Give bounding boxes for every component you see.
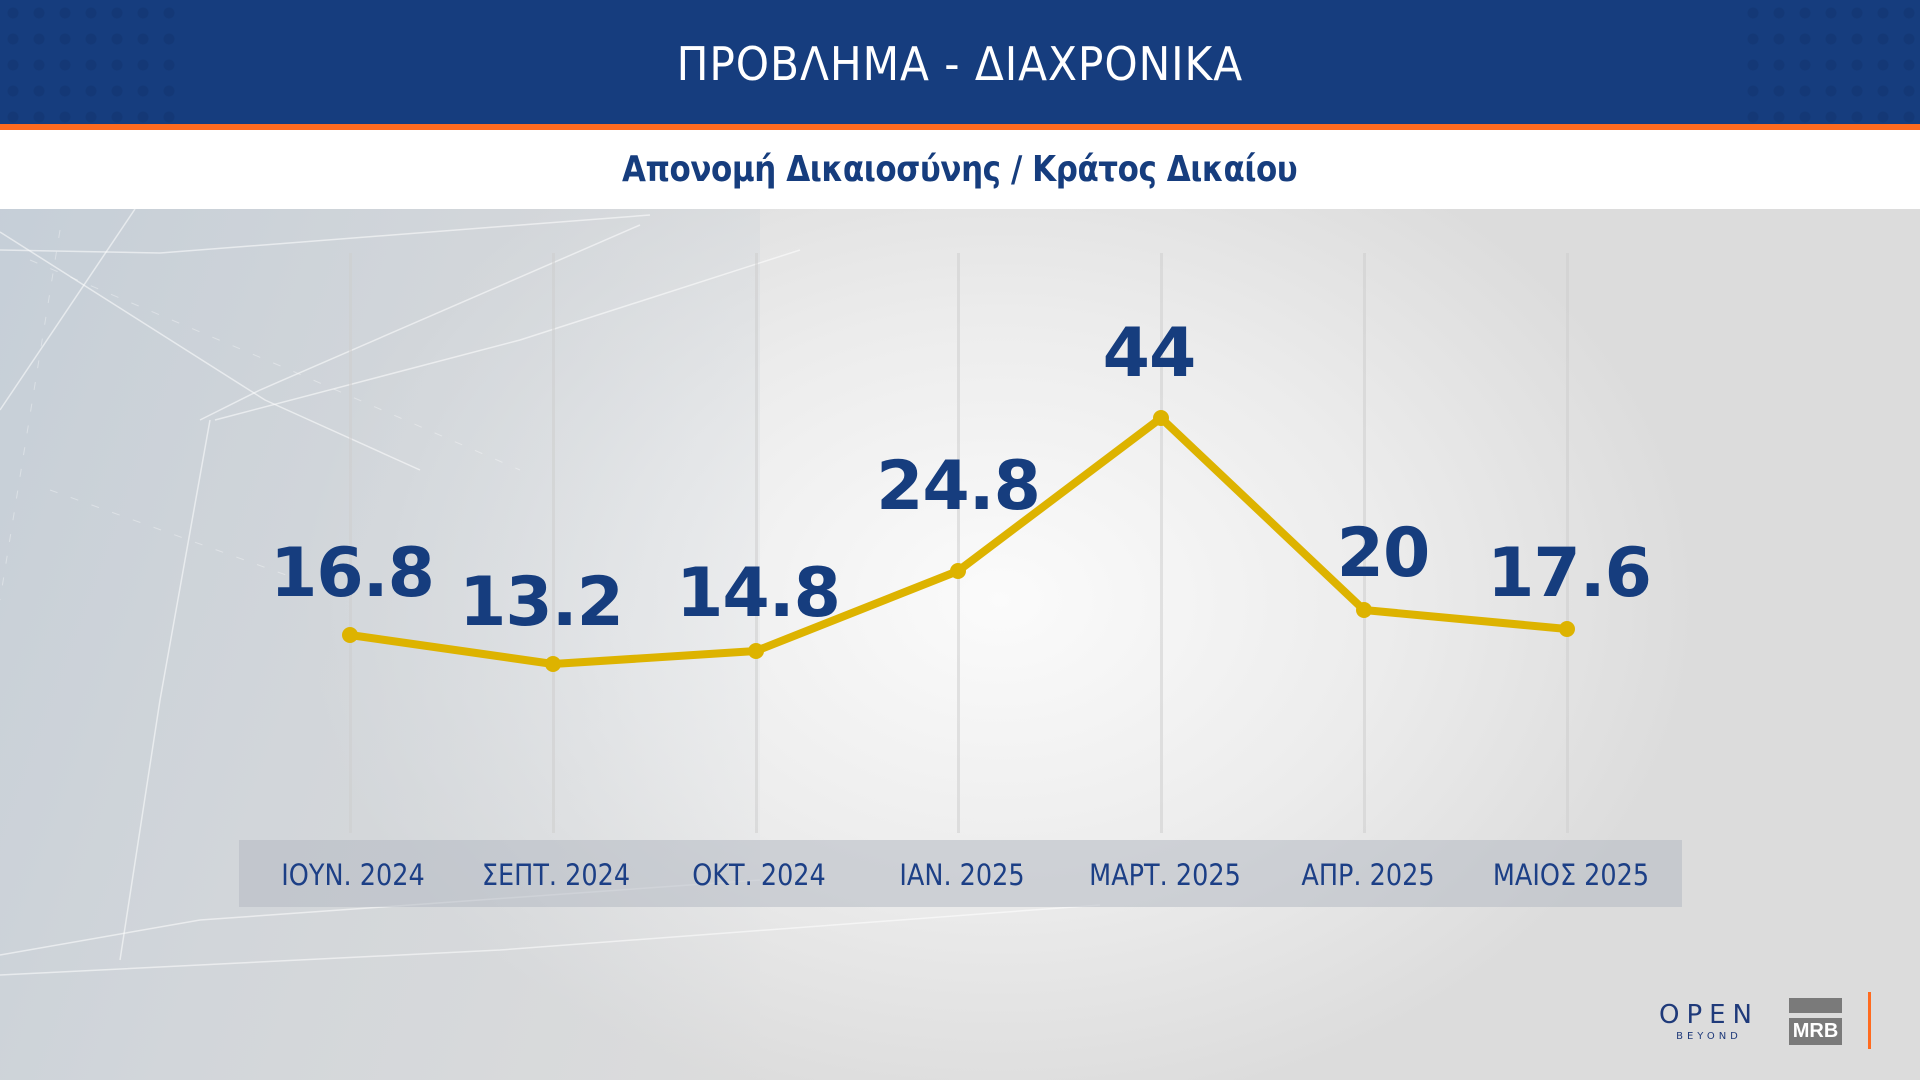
value-label: 20	[1336, 514, 1431, 593]
open-logo-tagline: BEYOND	[1676, 1031, 1742, 1042]
x-axis-label: ΟΚΤ. 2024	[692, 858, 826, 892]
value-label: 13.2	[459, 563, 624, 642]
x-axis-band	[239, 840, 1682, 907]
open-logo-text: OPEN	[1658, 1000, 1760, 1030]
header-bar: ΠΡΟΒΛΗΜΑ - ΔΙΑΧΡΟΝΙΚΑ	[0, 0, 1920, 124]
x-axis-label: ΜΑΙΟΣ 2025	[1492, 858, 1650, 892]
x-axis-label: ΙΟΥΝ. 2024	[281, 858, 425, 892]
open-beyond-logo: OPEN BEYOND	[1654, 1002, 1764, 1050]
gridline	[957, 253, 960, 833]
value-label: 17.6	[1487, 534, 1652, 613]
header-pattern-left	[0, 0, 180, 124]
gridline	[552, 253, 555, 833]
x-axis-label: ΜΑΡΤ. 2025	[1089, 858, 1241, 892]
value-label: 44	[1102, 314, 1197, 393]
mrb-logo: MRB	[1789, 998, 1842, 1048]
value-label: 14.8	[676, 554, 841, 633]
gridline	[755, 253, 758, 833]
chart-subtitle: Απονομή Δικαιοσύνης / Κράτος Δικαίου	[622, 149, 1298, 190]
x-axis-label: ΑΠΡ. 2025	[1301, 858, 1435, 892]
background-decoration	[0, 209, 1101, 976]
mrb-logo-text: MRB	[1789, 1018, 1842, 1045]
subheader-bar: Απονομή Δικαιοσύνης / Κράτος Δικαίου	[0, 130, 1920, 209]
x-axis-label: ΣΕΠΤ. 2024	[481, 858, 631, 892]
value-label: 16.8	[270, 534, 435, 613]
background-panel	[0, 209, 760, 1080]
footer-accent-rule	[1868, 992, 1871, 1049]
header-divider	[0, 124, 1920, 130]
page-title: ΠΡΟΒΛΗΜΑ - ΔΙΑΧΡΟΝΙΚΑ	[676, 37, 1244, 91]
header-pattern-right	[1740, 0, 1920, 124]
mrb-logo-bar	[1789, 998, 1842, 1013]
value-label: 24.8	[876, 447, 1041, 526]
x-axis-label: ΙΑΝ. 2025	[899, 858, 1025, 892]
